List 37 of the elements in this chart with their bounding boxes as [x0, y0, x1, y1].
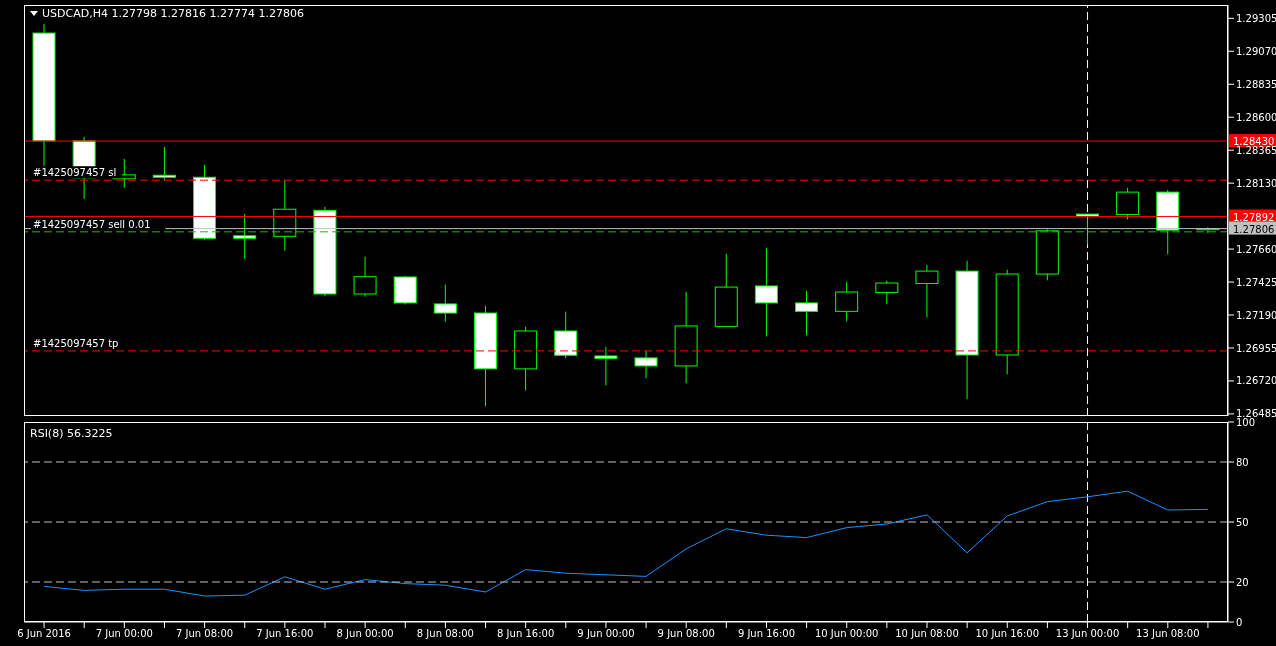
y-tick-label: 1.26720 [1236, 375, 1276, 387]
x-tick-label: 7 Jun 00:00 [95, 628, 153, 640]
x-tick-label: 8 Jun 16:00 [497, 628, 555, 640]
x-tick-label: 10 Jun 16:00 [975, 628, 1040, 640]
x-tick-label: 10 Jun 00:00 [814, 628, 879, 640]
y-tick-label: 1.26955 [1236, 342, 1276, 354]
y-tick-label: 0 [1236, 616, 1243, 628]
y-tick-label: 50 [1236, 516, 1249, 528]
chart-title: USDCAD,H4 1.27798 1.27816 1.27774 1.27806 [42, 7, 304, 20]
y-tick-label: 80 [1236, 456, 1249, 468]
y-tick-label: 1.28600 [1236, 111, 1276, 123]
ref-line-label: #1425097457 tp [33, 337, 119, 349]
y-tick-label: 1.29305 [1236, 12, 1276, 24]
x-tick-label: 8 Jun 00:00 [336, 628, 394, 640]
ref-line-label: 1.27892 [1233, 211, 1275, 223]
x-tick-label: 9 Jun 16:00 [737, 628, 796, 640]
ref-line-label: #1425097457 sl [33, 167, 117, 179]
y-tick-label: 1.29070 [1236, 45, 1276, 57]
text: RSI(8) 56.3225 [30, 427, 113, 440]
x-tick-label: 13 Jun 00:00 [1055, 628, 1120, 640]
x-tick-label: 8 Jun 08:00 [416, 628, 474, 640]
ref-line-label: #1425097457 sell 0.01 [33, 218, 151, 230]
y-tick-label: 1.27425 [1236, 276, 1276, 288]
y-tick-label: 1.28835 [1236, 78, 1276, 90]
y-tick-label: 20 [1236, 576, 1249, 588]
y-tick-label: 100 [1236, 416, 1256, 428]
x-tick-label: 9 Jun 00:00 [577, 628, 635, 640]
ref-line-label: 1.27806 [1233, 223, 1275, 235]
x-tick-label: 10 Jun 08:00 [895, 628, 959, 640]
y-tick-label: 1.28130 [1236, 177, 1276, 189]
y-tick-label: 1.27190 [1236, 309, 1276, 321]
x-tick-label: 13 Jun 08:00 [1136, 628, 1200, 640]
x-tick-label: 6 Jun 2016 [17, 628, 71, 640]
x-tick-label: 9 Jun 08:00 [657, 628, 715, 640]
x-tick-label: 7 Jun 08:00 [176, 628, 234, 640]
y-tick-label: 1.27660 [1236, 243, 1276, 255]
x-tick-label: 7 Jun 16:00 [256, 628, 314, 640]
